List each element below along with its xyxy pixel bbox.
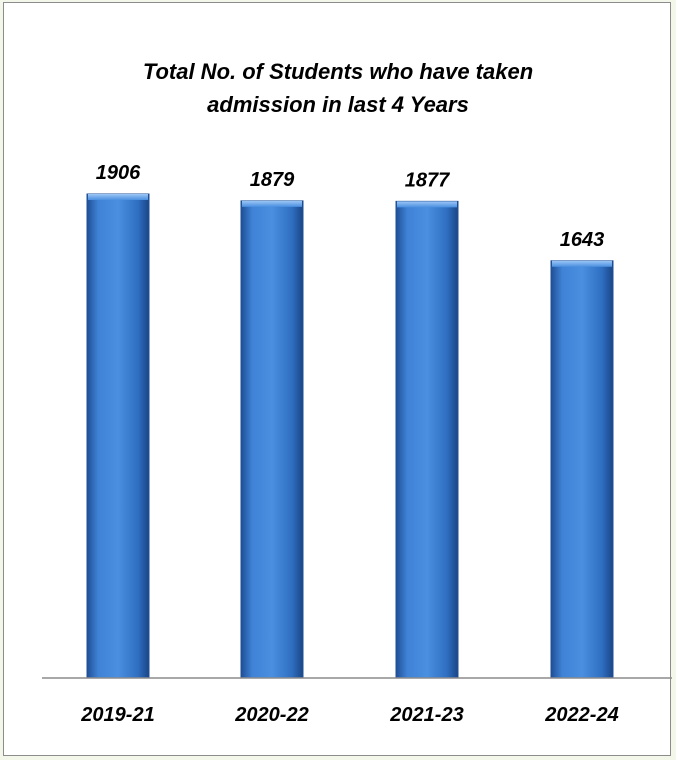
bar-cap-2019-21 <box>88 194 148 200</box>
value-label-2020-22: 1879 <box>250 169 295 191</box>
chart-title-line-1: Total No. of Students who have taken <box>142 59 534 84</box>
value-label-2022-24: 1643 <box>560 229 605 251</box>
chart-title-line-2: admission in last 4 Years <box>207 92 469 117</box>
chart-frame: Total No. of Students who have taken adm… <box>3 2 672 756</box>
bar-cap-2021-23 <box>397 201 457 208</box>
x-tick-label-2019-21: 2019-21 <box>80 704 154 726</box>
bar-2022-24 <box>550 260 614 679</box>
value-label-2021-23: 1877 <box>405 169 450 191</box>
value-label-2019-21: 1906 <box>96 162 141 184</box>
bar-cap-2022-24 <box>552 260 612 267</box>
x-tick-label-2022-24: 2022-24 <box>544 704 618 726</box>
bar-cap-2020-22 <box>242 200 302 207</box>
bar-2021-23 <box>395 200 459 679</box>
value-labels-group: 1906 1879 1877 1643 <box>96 162 605 251</box>
x-tick-label-2021-23: 2021-23 <box>389 704 463 726</box>
bar-2020-22 <box>240 200 304 679</box>
tick-labels-group: 2019-21 2020-22 2021-23 2022-24 <box>80 704 618 726</box>
bars-group <box>86 193 614 679</box>
x-tick-label-2020-22: 2020-22 <box>234 704 308 726</box>
bar-2019-21 <box>86 193 150 679</box>
